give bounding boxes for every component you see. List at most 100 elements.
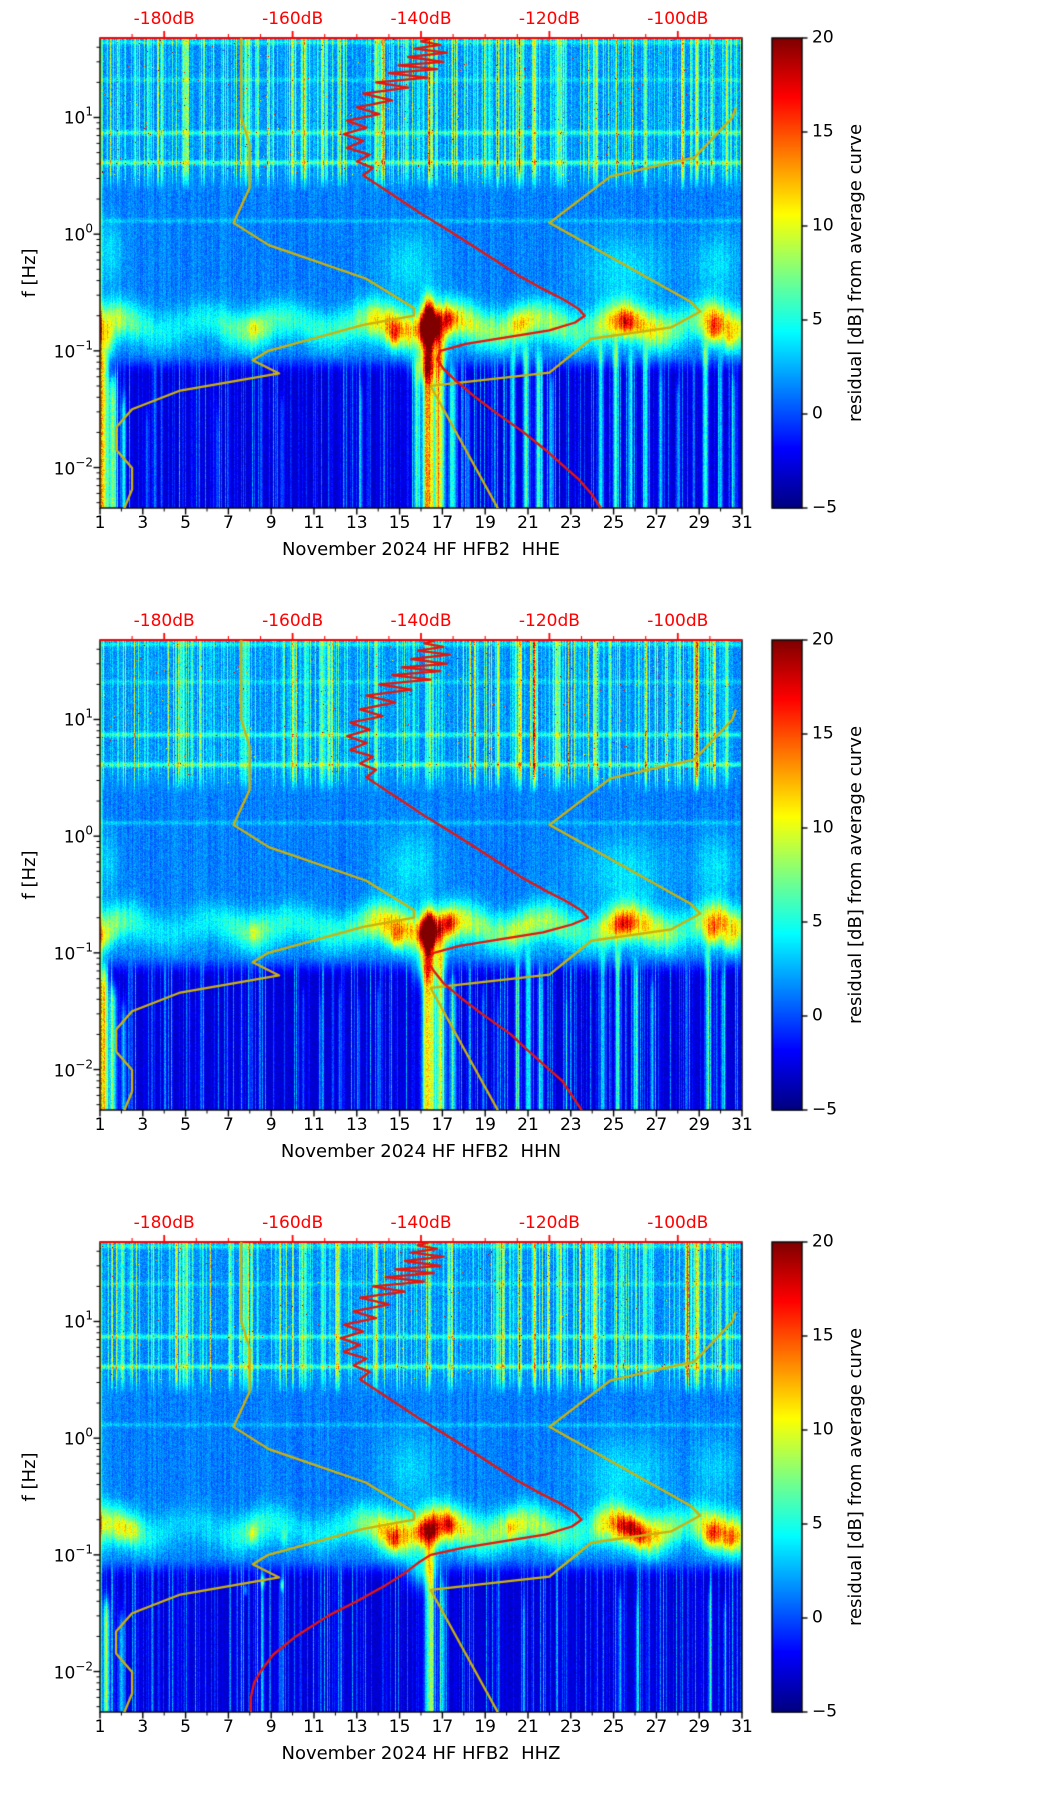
x-tick-label: 15 xyxy=(388,513,411,533)
y-tick-exponent: −2 xyxy=(75,1659,93,1674)
colorbar-tick-label: 20 xyxy=(812,1231,834,1252)
colorbar-tick-label: 15 xyxy=(812,723,834,744)
x-tick-label: 31 xyxy=(731,1717,753,1737)
colorbar-tick-label: 15 xyxy=(812,1325,834,1346)
top-axis-tick-label: -100dB xyxy=(647,9,709,29)
x-tick-label: 1 xyxy=(94,513,106,533)
top-axis-tick-label: -120dB xyxy=(518,611,580,631)
colorbar-tick-label: −5 xyxy=(812,497,838,518)
top-axis-tick-label: -120dB xyxy=(518,1213,580,1233)
top-axis-tick-label: -100dB xyxy=(647,1213,709,1233)
colorbar-tick-label: 10 xyxy=(812,1419,834,1440)
x-tick-label: 25 xyxy=(602,513,625,533)
x-tick-label: 7 xyxy=(222,1115,234,1135)
colorbar-tick-label: 15 xyxy=(812,121,834,142)
x-tick-label: 27 xyxy=(645,513,668,533)
colorbar-tick-label: 20 xyxy=(812,27,834,48)
x-tick-label: 9 xyxy=(265,513,277,533)
y-tick-exponent: 0 xyxy=(85,823,93,838)
x-axis-label: November 2024 HF HFB2 HHZ xyxy=(281,1743,561,1764)
y-tick-label: 10−2 xyxy=(53,455,93,479)
x-tick-label: 17 xyxy=(431,1717,454,1737)
x-tick-label: 13 xyxy=(345,513,368,533)
y-tick-exponent: 1 xyxy=(85,707,93,722)
y-axis-label: f [Hz] xyxy=(19,1452,40,1502)
x-tick-label: 23 xyxy=(559,1717,582,1737)
y-tick-label: 10−1 xyxy=(53,338,93,363)
x-tick-label: 7 xyxy=(222,513,234,533)
colorbar-tick-label: 0 xyxy=(812,403,823,424)
y-tick-exponent: 0 xyxy=(85,221,93,236)
spectrogram-canvas-hhz xyxy=(0,1204,1052,1806)
x-tick-label: 3 xyxy=(137,1115,149,1135)
spectrogram-panel-hhe: f [Hz] November 2024 HF HFB2 HHE residua… xyxy=(0,0,1052,602)
x-tick-label: 19 xyxy=(474,513,497,533)
x-tick-label: 31 xyxy=(731,1115,753,1135)
colorbar-label: residual [dB] from average curve xyxy=(845,123,866,423)
y-tick-label: 100 xyxy=(63,823,93,848)
x-tick-label: 9 xyxy=(265,1115,277,1135)
x-tick-label: 3 xyxy=(137,513,149,533)
top-axis-tick-label: -180dB xyxy=(133,1213,195,1233)
y-tick-label: 10−2 xyxy=(53,1659,93,1683)
x-tick-label: 25 xyxy=(602,1717,625,1737)
x-tick-label: 15 xyxy=(388,1717,411,1737)
colorbar-tick-label: 5 xyxy=(812,911,823,932)
x-tick-label: 1 xyxy=(94,1717,106,1737)
colorbar-tick-label: −5 xyxy=(812,1099,838,1120)
top-axis-tick-label: -160dB xyxy=(262,611,324,631)
x-tick-label: 29 xyxy=(688,513,711,533)
x-tick-label: 7 xyxy=(222,1717,234,1737)
spectrogram-canvas-hhn xyxy=(0,602,1052,1204)
y-tick-exponent: −1 xyxy=(75,338,93,353)
colorbar-tick-label: 10 xyxy=(812,215,834,236)
colorbar-tick-label: −5 xyxy=(812,1701,838,1722)
top-axis-tick-label: -160dB xyxy=(262,1213,324,1233)
x-tick-label: 3 xyxy=(137,1717,149,1737)
x-tick-label: 5 xyxy=(180,513,192,533)
x-tick-label: 9 xyxy=(265,1717,277,1737)
colorbar-label: residual [dB] from average curve xyxy=(845,1327,866,1627)
y-tick-label: 10−1 xyxy=(53,1542,93,1567)
y-tick-exponent: 1 xyxy=(85,105,93,120)
y-tick-exponent: −2 xyxy=(75,455,93,470)
top-axis-tick-label: -120dB xyxy=(518,9,580,29)
y-tick-label: 101 xyxy=(63,707,93,731)
y-tick-label: 10−2 xyxy=(53,1057,93,1081)
colorbar-tick-label: 0 xyxy=(812,1005,823,1026)
y-tick-label: 100 xyxy=(63,1425,93,1450)
x-tick-label: 19 xyxy=(474,1717,497,1737)
y-axis-label: f [Hz] xyxy=(19,850,40,900)
spectrogram-panel-hhn: f [Hz] November 2024 HF HFB2 HHN residua… xyxy=(0,602,1052,1204)
y-tick-label: 101 xyxy=(63,105,93,129)
x-tick-label: 21 xyxy=(517,513,539,533)
y-tick-label: 10−1 xyxy=(53,940,93,965)
top-axis-tick-label: -140dB xyxy=(390,611,452,631)
x-axis-label: November 2024 HF HFB2 HHN xyxy=(280,1141,562,1162)
y-tick-exponent: 1 xyxy=(85,1309,93,1324)
x-tick-label: 5 xyxy=(180,1717,192,1737)
x-tick-label: 29 xyxy=(688,1115,711,1135)
x-tick-label: 17 xyxy=(431,513,454,533)
x-tick-label: 15 xyxy=(388,1115,411,1135)
colorbar-tick-label: 0 xyxy=(812,1607,823,1628)
x-tick-label: 13 xyxy=(345,1717,368,1737)
x-tick-label: 17 xyxy=(431,1115,454,1135)
x-tick-label: 1 xyxy=(94,1115,106,1135)
x-tick-label: 27 xyxy=(645,1717,668,1737)
y-axis-label: f [Hz] xyxy=(19,248,40,298)
y-tick-exponent: 0 xyxy=(85,1425,93,1440)
x-tick-label: 11 xyxy=(303,1115,325,1135)
y-tick-exponent: −1 xyxy=(75,940,93,955)
spectrogram-canvas-hhe xyxy=(0,0,1052,602)
x-tick-label: 27 xyxy=(645,1115,668,1135)
colorbar-tick-label: 20 xyxy=(812,629,834,650)
top-axis-tick-label: -140dB xyxy=(390,9,452,29)
x-tick-label: 5 xyxy=(180,1115,192,1135)
spectrogram-panel-hhz: f [Hz] November 2024 HF HFB2 HHZ residua… xyxy=(0,1204,1052,1806)
colorbar-tick-label: 10 xyxy=(812,817,834,838)
x-axis-label: November 2024 HF HFB2 HHE xyxy=(281,539,561,560)
top-axis-tick-label: -180dB xyxy=(133,9,195,29)
x-tick-label: 31 xyxy=(731,513,753,533)
